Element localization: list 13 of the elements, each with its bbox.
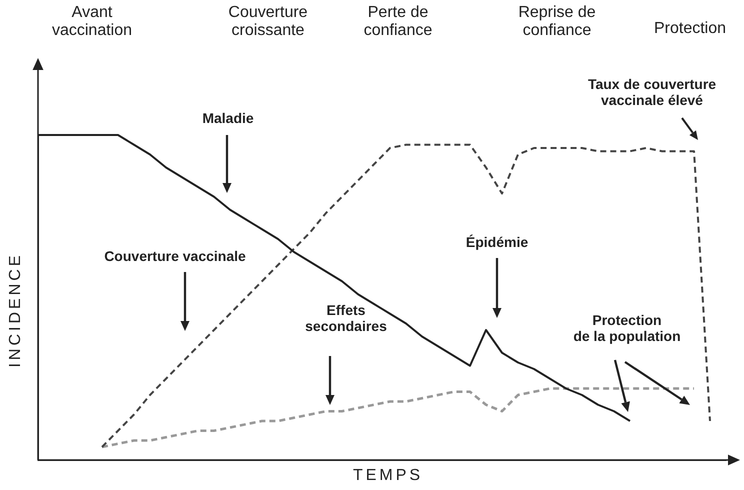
annotation: Épidémie — [466, 234, 528, 250]
annotation: Protection de la population — [573, 312, 681, 344]
y-axis-title: INCIDENCE — [6, 252, 25, 368]
text: Taux de couverture vaccinale élevé — [588, 76, 716, 108]
text: Maladie — [202, 110, 254, 126]
series-label: Couverture vaccinale — [104, 248, 246, 264]
text: Reprise de confiance — [518, 4, 596, 41]
text: Couverture croissante — [228, 4, 308, 41]
text: Protection — [654, 20, 726, 38]
x-axis-title: TEMPS — [352, 467, 424, 486]
text: Avant vaccination — [52, 4, 132, 41]
annotation: Effets secondaires — [305, 302, 387, 334]
text: Perte de confiance — [364, 4, 432, 41]
